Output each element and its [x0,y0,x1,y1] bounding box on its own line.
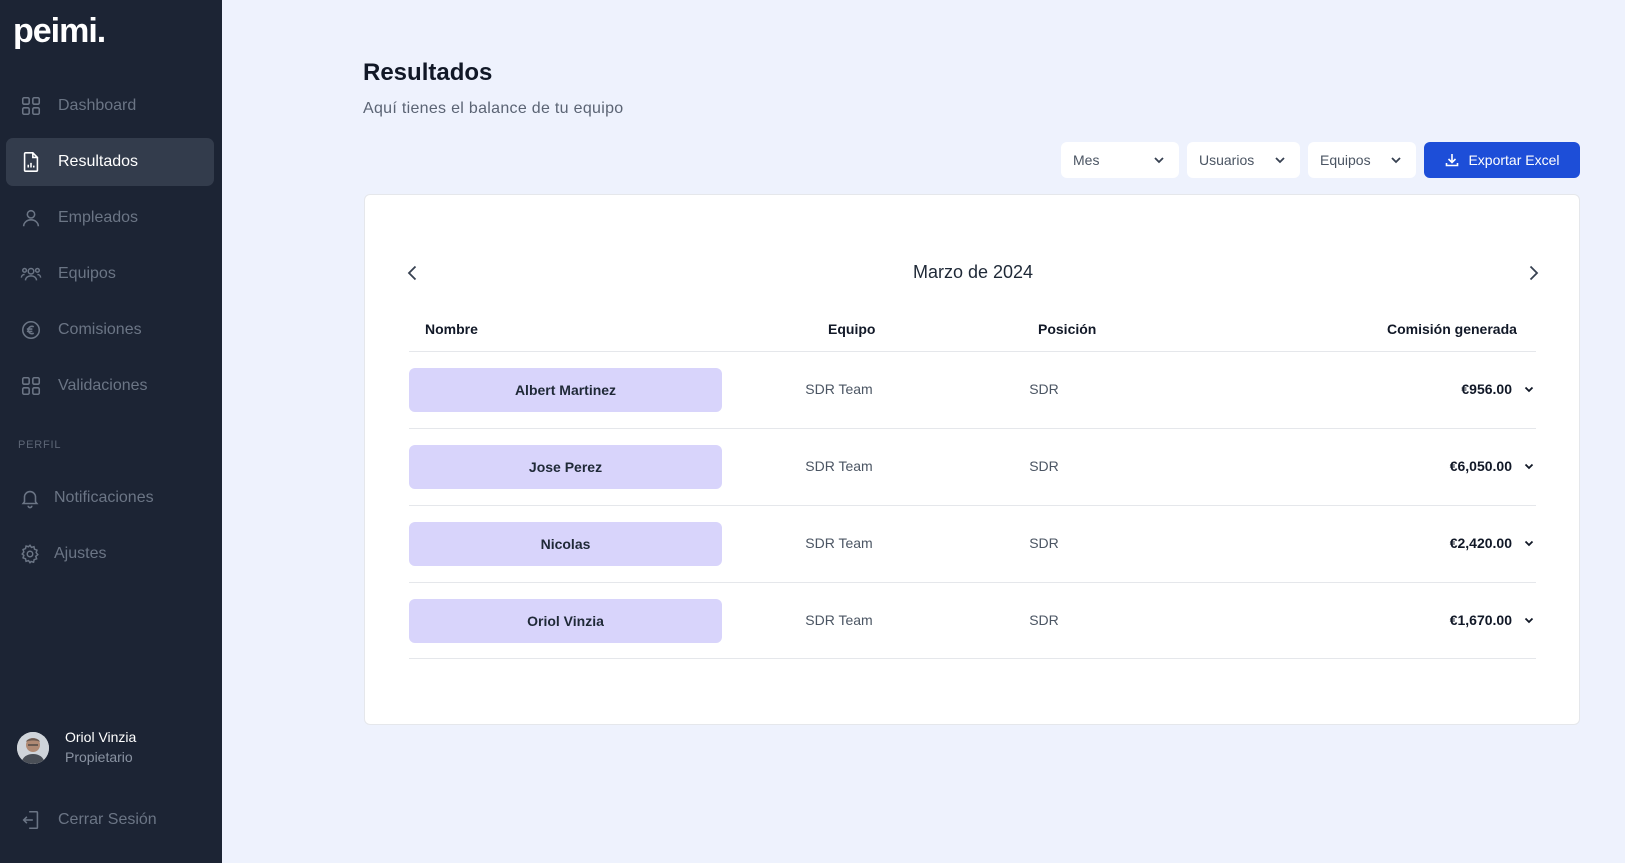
employee-team: SDR Team [805,381,873,397]
export-excel-button[interactable]: Exportar Excel [1424,142,1580,178]
grid-icon [19,374,43,398]
sidebar-item-label: Notificaciones [54,489,154,506]
chevron-left-icon [407,265,417,281]
brand-logo[interactable]: peimi. [13,12,106,50]
sidebar-item-label: Equipos [58,265,116,282]
sidebar-item-label: Resultados [58,153,139,170]
avatar [17,731,49,764]
employee-team: SDR Team [805,612,873,628]
sidebar-item-label: Validaciones [58,377,148,394]
gear-icon [18,542,42,566]
expand-row-button[interactable] [1522,536,1536,550]
teams-select[interactable]: Equipos [1308,142,1416,178]
export-excel-label: Exportar Excel [1468,152,1560,168]
employee-name[interactable]: Jose Perez [409,445,722,489]
user-role: Propietario [65,749,133,765]
chevron-down-icon [1524,463,1534,470]
current-month-label: Marzo de 2024 [912,262,1034,282]
users-select-value: Usuarios [1199,152,1255,168]
page-title: Resultados [363,59,493,86]
download-icon [1446,154,1459,167]
sidebar-item-notificaciones[interactable]: Notificaciones [6,474,214,522]
sidebar-item-resultados[interactable]: Resultados [6,138,214,186]
employee-position: SDR [1029,458,1059,474]
column-header-commission: Comisión generada [1387,321,1517,337]
chevron-right-icon [1529,265,1539,281]
logout-label: Cerrar Sesión [58,811,157,828]
employee-name[interactable]: Nicolas [409,522,722,566]
users-group-icon [19,262,43,286]
user-icon [19,206,43,230]
bell-icon [18,486,42,510]
sidebar-item-validaciones[interactable]: Validaciones [6,362,214,410]
logout-icon [19,808,43,832]
grid-icon [19,94,43,118]
chevron-down-icon [1391,157,1401,164]
employee-commission: €2,420.00 [1449,535,1512,551]
employee-name[interactable]: Albert Martinez [409,368,722,412]
sidebar-item-ajustes[interactable]: Ajustes [6,530,214,578]
sidebar-item-empleados[interactable]: Empleados [6,194,214,242]
euro-icon [19,318,43,342]
previous-month-button[interactable] [403,263,423,283]
next-month-button[interactable] [1523,263,1543,283]
users-select[interactable]: Usuarios [1187,142,1300,178]
sidebar: peimi. Dashboard Resultados Empleados Eq… [0,0,222,863]
user-profile[interactable]: Oriol Vinzia Propietario [17,728,136,767]
employee-commission: €6,050.00 [1449,458,1512,474]
chevron-down-icon [1154,157,1164,164]
sidebar-item-dashboard[interactable]: Dashboard [6,82,214,130]
table-row: Nicolas SDR Team SDR €2,420.00 [409,505,1536,582]
employee-team: SDR Team [805,535,873,551]
employee-position: SDR [1029,612,1059,628]
chevron-down-icon [1524,386,1534,393]
sidebar-item-label: Empleados [58,209,139,226]
logout-button[interactable]: Cerrar Sesión [6,796,214,844]
employee-position: SDR [1029,381,1059,397]
column-header-name: Nombre [425,321,478,337]
chevron-down-icon [1524,540,1534,547]
employee-name[interactable]: Oriol Vinzia [409,599,722,643]
employee-commission: €1,670.00 [1449,612,1512,628]
period-select-value: Mes [1073,152,1100,168]
column-header-position: Posición [1038,321,1097,337]
table-row: Jose Perez SDR Team SDR €6,050.00 [409,428,1536,505]
column-header-team: Equipo [828,321,876,337]
table-row: Oriol Vinzia SDR Team SDR €1,670.00 [409,582,1536,659]
expand-row-button[interactable] [1522,382,1536,396]
expand-row-button[interactable] [1522,613,1536,627]
sidebar-item-comisiones[interactable]: Comisiones [6,306,214,354]
chevron-down-icon [1524,617,1534,624]
results-card: Marzo de 2024 Nombre Equipo Posición Com… [364,194,1580,725]
sidebar-item-label: Ajustes [54,545,107,562]
employee-team: SDR Team [805,458,873,474]
chevron-down-icon [1275,157,1285,164]
sidebar-item-equipos[interactable]: Equipos [6,250,214,298]
period-select[interactable]: Mes [1061,142,1179,178]
section-label-perfil: PERFIL [18,439,62,451]
sidebar-item-label: Comisiones [58,321,142,338]
employee-position: SDR [1029,535,1059,551]
table-row: Albert Martinez SDR Team SDR €956.00 [409,351,1536,428]
teams-select-value: Equipos [1320,152,1371,168]
expand-row-button[interactable] [1522,459,1536,473]
page-subtitle: Aquí tienes el balance de tu equipo [363,100,624,117]
employee-commission: €956.00 [1461,381,1512,397]
user-name: Oriol Vinzia [65,729,137,745]
sidebar-item-label: Dashboard [58,97,137,114]
document-chart-icon [19,150,43,174]
